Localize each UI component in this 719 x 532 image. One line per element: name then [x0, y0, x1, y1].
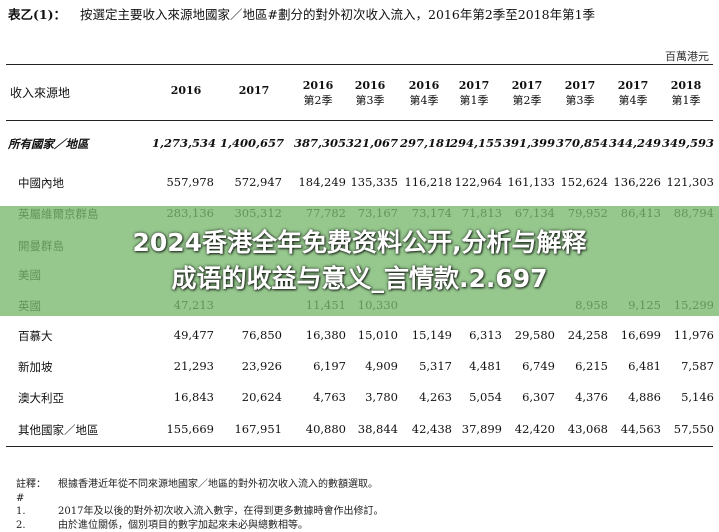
- header-rule: [6, 120, 713, 121]
- table-cell: 38,844: [336, 422, 398, 436]
- table-cell: 11,976: [652, 328, 714, 342]
- table-title: 表乙(1)： 按選定主要收入來源地國家／地區#劃分的對外初次收入流入，2016年…: [8, 4, 595, 23]
- table-cell: 23,926: [220, 359, 282, 373]
- column-header: 2016: [161, 83, 211, 98]
- column-quarter: 第1季: [661, 93, 711, 108]
- column-year: 2017: [512, 79, 543, 92]
- column-quarter: 第1季: [449, 93, 499, 108]
- table-cell: 76,850: [220, 328, 282, 342]
- column-quarter: 第2季: [502, 93, 552, 108]
- unit-label: 百萬港元: [665, 48, 709, 64]
- row-name: 百慕大: [18, 328, 53, 344]
- footnotes: 註釋：#根據香港近年從不同來源地國家／地區的對外初次收入流入的數額選取。1.20…: [16, 478, 383, 532]
- column-year: 2016: [303, 79, 334, 92]
- table-cell: 20,624: [220, 390, 282, 404]
- column-year: 2017: [565, 79, 596, 92]
- table-cell: 572,947: [220, 175, 282, 189]
- table-cell: 21,293: [152, 359, 214, 373]
- table-cell: 135,335: [336, 175, 398, 189]
- column-year: 2016: [409, 79, 440, 92]
- table-cell: 49,477: [152, 328, 214, 342]
- table-cell: 16,843: [152, 390, 214, 404]
- column-quarter: 第4季: [399, 93, 449, 108]
- column-quarter: 第4季: [608, 93, 658, 108]
- column-year: 2017: [618, 79, 649, 92]
- footnote-marker: 1.: [16, 505, 52, 519]
- table-cell: 155,669: [152, 422, 214, 436]
- row-name: 澳大利亞: [18, 390, 64, 406]
- footnote-text: 根據香港近年從不同來源地國家／地區的對外初次收入流入的數額選取。: [58, 478, 378, 505]
- table-cell: 5,146: [652, 390, 714, 404]
- footnote-text: 由於進位關係，個別項目的數字加起來未必與總數相等。: [58, 519, 308, 532]
- table-cell: 557,978: [152, 175, 214, 189]
- table-number: 表乙(1)：: [8, 4, 66, 23]
- table-cell: 1,400,657: [220, 136, 282, 150]
- table-cell: 15,010: [336, 328, 398, 342]
- footnote: 1. 2017年及以後的對外初次收入流入數字，在得到更多數據時會作出修訂。: [16, 505, 383, 519]
- table-title-text: 按選定主要收入來源地國家／地區#劃分的對外初次收入流入，2016年第2季至201…: [80, 4, 595, 23]
- table-cell: 4,909: [336, 359, 398, 373]
- column-quarter: 第3季: [345, 93, 395, 108]
- row-name: 其他國家／地區: [18, 422, 99, 438]
- banner-line-1: 2024香港全年免费资料公开,分析与解释: [132, 225, 586, 261]
- column-quarter: 第3季: [555, 93, 605, 108]
- overlay-banner: 2024香港全年免费资料公开,分析与解释 成语的收益与意义_言情款.2.697: [0, 206, 719, 316]
- footnote: 註釋：#根據香港近年從不同來源地國家／地區的對外初次收入流入的數額選取。: [16, 478, 383, 505]
- row-name: 新加坡: [18, 359, 53, 375]
- table-cell: 321,067: [336, 136, 398, 150]
- column-year: 2016: [355, 79, 386, 92]
- banner-line-2: 成语的收益与意义_言情款.2.697: [171, 261, 547, 297]
- footnote-text: 2017年及以後的對外初次收入流入數字，在得到更多數據時會作出修訂。: [58, 505, 383, 519]
- column-year: 2017: [459, 79, 490, 92]
- column-quarter: 第2季: [293, 93, 343, 108]
- top-rule: [6, 64, 713, 65]
- table-cell: 349,593: [652, 136, 714, 150]
- table-cell: 3,780: [336, 390, 398, 404]
- column-year: 2016: [171, 84, 202, 97]
- row-name: 所有國家／地區: [8, 136, 89, 152]
- column-header: 2017: [229, 83, 279, 98]
- row-label-header: 收入來源地: [10, 84, 70, 101]
- table-cell: 167,951: [220, 422, 282, 436]
- bottom-rule: [6, 446, 713, 447]
- footnote: 2. 由於進位關係，個別項目的數字加起來未必與總數相等。: [16, 519, 383, 532]
- footnote-marker: 2.: [16, 519, 52, 532]
- column-year: 2018: [671, 79, 702, 92]
- table-cell: 1,273,534: [152, 136, 214, 150]
- row-name: 中國內地: [18, 175, 64, 191]
- column-year: 2017: [239, 84, 270, 97]
- table-cell: 7,587: [652, 359, 714, 373]
- table-cell: 57,550: [652, 422, 714, 436]
- footnote-marker: 註釋：#: [16, 478, 52, 505]
- table-cell: 121,303: [652, 175, 714, 189]
